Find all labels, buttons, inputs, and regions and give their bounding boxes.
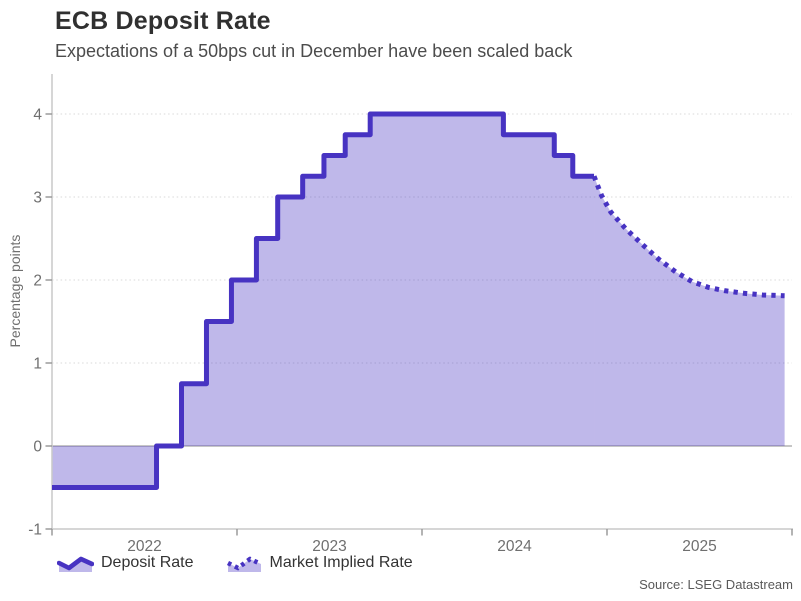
- deposit-rate-area: [52, 114, 595, 488]
- legend-item-deposit-rate: Deposit Rate: [57, 554, 194, 572]
- y-tick-label: 4: [33, 107, 42, 124]
- y-tick-label: 0: [33, 439, 42, 456]
- x-tick-label: 2022: [127, 538, 161, 555]
- legend: Deposit Rate Market Implied Rate: [57, 554, 413, 572]
- y-tick-label: -1: [28, 522, 42, 539]
- market-implied-line: [591, 175, 785, 299]
- y-tick-label: 2: [33, 273, 42, 290]
- area-dotted-icon: [226, 556, 262, 572]
- y-tick-label: 3: [33, 190, 42, 207]
- area-solid-icon: [57, 556, 94, 572]
- y-axis-title: Percentage points: [7, 234, 23, 348]
- deposit-rate-line: [52, 111, 595, 490]
- legend-label-deposit-rate: Deposit Rate: [101, 554, 194, 571]
- legend-label-market-implied-rate: Market Implied Rate: [269, 554, 413, 571]
- chart-subtitle: Expectations of a 50bps cut in December …: [55, 41, 573, 61]
- chart-title: ECB Deposit Rate: [55, 7, 271, 35]
- source-credit: Source: LSEG Datastream: [639, 577, 793, 592]
- x-tick-label: 2024: [497, 538, 532, 555]
- x-tick-label: 2023: [312, 538, 346, 555]
- market-implied-area: [594, 176, 785, 446]
- x-tick-label: 2025: [682, 538, 716, 555]
- legend-item-market-implied-rate: Market Implied Rate: [226, 554, 413, 572]
- y-tick-label: 1: [33, 356, 42, 373]
